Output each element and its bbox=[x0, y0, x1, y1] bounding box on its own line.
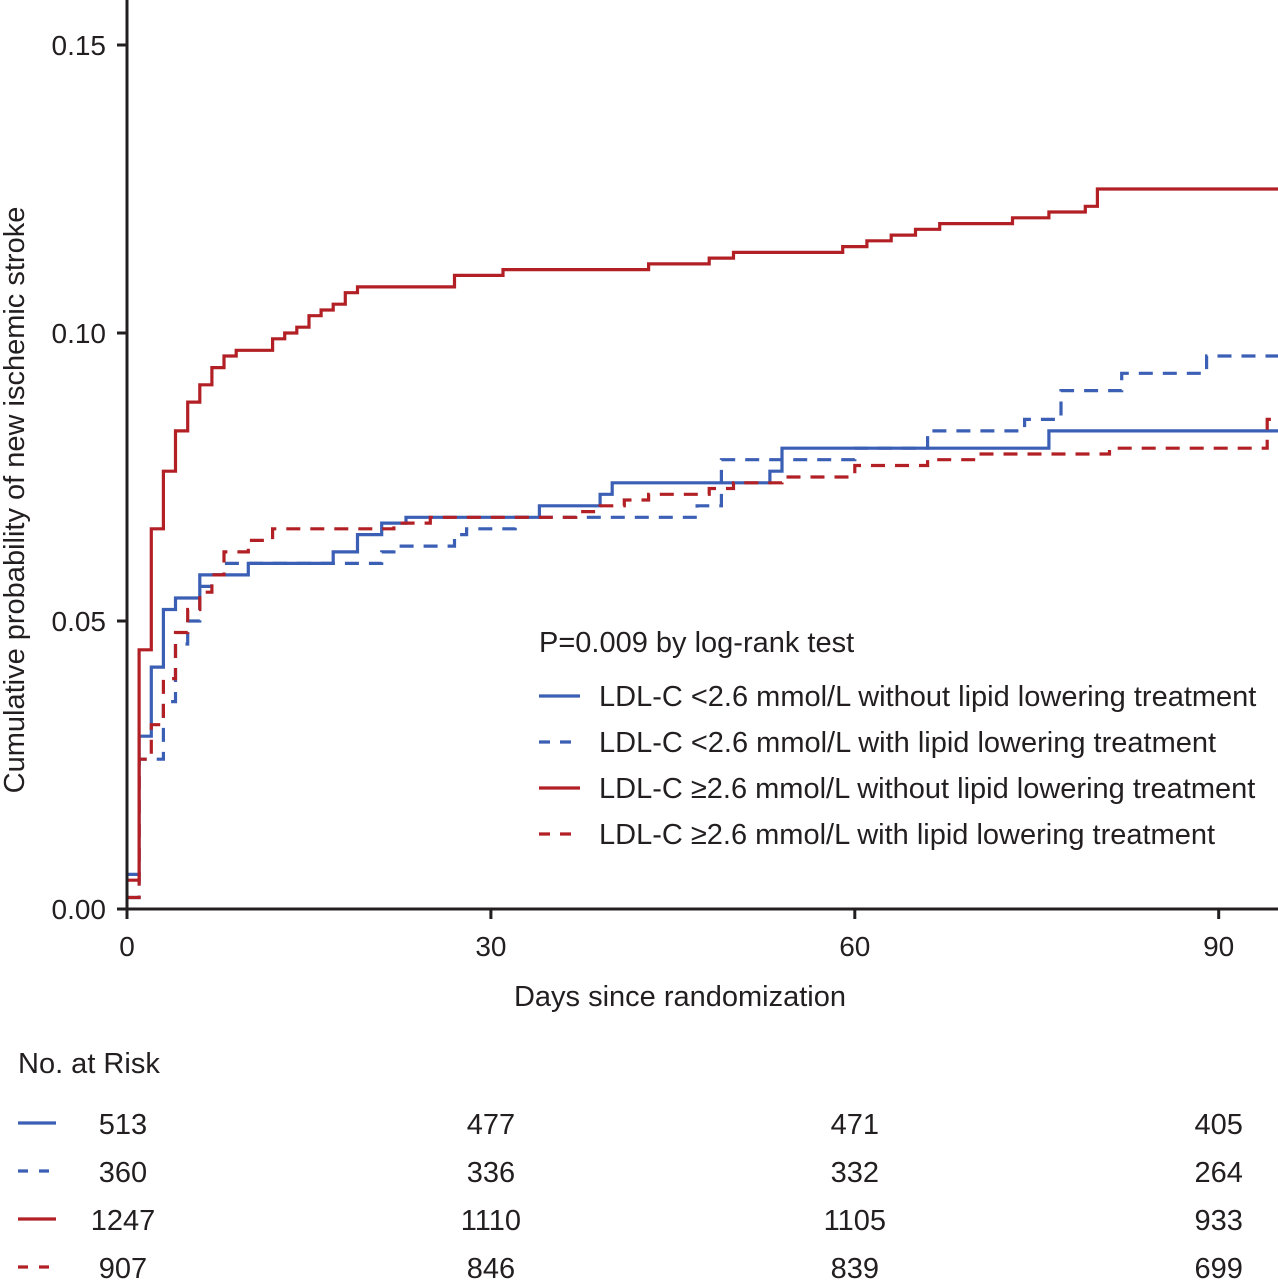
risk-table-title: No. at Risk bbox=[18, 1048, 160, 1080]
risk-value: 933 bbox=[1195, 1205, 1243, 1237]
y-tick-label: 0.15 bbox=[52, 30, 107, 61]
series-4-curve bbox=[127, 417, 1278, 900]
x-tick-label: 30 bbox=[475, 931, 506, 962]
risk-table: No. at Risk 513 477 471 405 360 336 332 264 1247… bbox=[18, 1048, 1243, 1280]
series-1-curve bbox=[127, 429, 1278, 876]
p-value-annotation: P=0.009 by log-rank test bbox=[539, 627, 854, 659]
y-tick-label: 0.00 bbox=[52, 894, 107, 925]
risk-value: 405 bbox=[1195, 1109, 1243, 1141]
x-tick-label: 60 bbox=[839, 931, 870, 962]
risk-value: 360 bbox=[99, 1157, 147, 1189]
axes bbox=[125, 0, 1278, 911]
risk-value: 1105 bbox=[824, 1205, 886, 1237]
risk-value: 699 bbox=[1195, 1253, 1243, 1280]
y-tick-label: 0.10 bbox=[52, 318, 107, 349]
risk-value: 477 bbox=[467, 1109, 515, 1141]
plot-curves bbox=[127, 187, 1278, 900]
series-3-curve bbox=[127, 187, 1278, 882]
x-tick-label: 0 bbox=[119, 931, 135, 962]
legend-items: LDL-C <2.6 mmol/L without lipid lowering… bbox=[539, 681, 1256, 851]
risk-value: 1247 bbox=[91, 1205, 156, 1237]
series-1-legend-label: LDL-C <2.6 mmol/L without lipid lowering… bbox=[599, 681, 1256, 713]
risk-value: 336 bbox=[467, 1157, 515, 1189]
risk-value: 264 bbox=[1195, 1157, 1243, 1189]
series-2-curve bbox=[127, 354, 1278, 900]
risk-value: 471 bbox=[831, 1109, 879, 1141]
risk-value: 839 bbox=[831, 1253, 879, 1280]
x-ticks: 0 30 60 90 bbox=[119, 909, 1234, 962]
legend: P=0.009 by log-rank test LDL-C <2.6 mmol… bbox=[539, 627, 1256, 851]
risk-value: 1110 bbox=[461, 1205, 521, 1237]
risk-value: 907 bbox=[99, 1253, 147, 1280]
risk-value: 846 bbox=[467, 1253, 515, 1280]
series-3-legend-label: LDL-C ≥2.6 mmol/L without lipid lowering… bbox=[599, 773, 1255, 805]
series-4-legend-label: LDL-C ≥2.6 mmol/L with lipid lowering tr… bbox=[599, 819, 1215, 851]
y-tick-label: 0.05 bbox=[52, 606, 107, 637]
y-axis-title: Cumulative probability of new ischemic s… bbox=[0, 207, 31, 794]
x-axis-title: Days since randomization bbox=[514, 981, 846, 1013]
risk-value: 332 bbox=[831, 1157, 879, 1189]
y-ticks: 0.00 0.05 0.10 0.15 bbox=[52, 30, 127, 925]
x-tick-label: 90 bbox=[1203, 931, 1234, 962]
risk-rows: 513 477 471 405 360 336 332 264 1247 1110 1105 933 9… bbox=[18, 1109, 1243, 1280]
risk-value: 513 bbox=[99, 1109, 147, 1141]
series-2-legend-label: LDL-C <2.6 mmol/L with lipid lowering tr… bbox=[599, 727, 1216, 759]
